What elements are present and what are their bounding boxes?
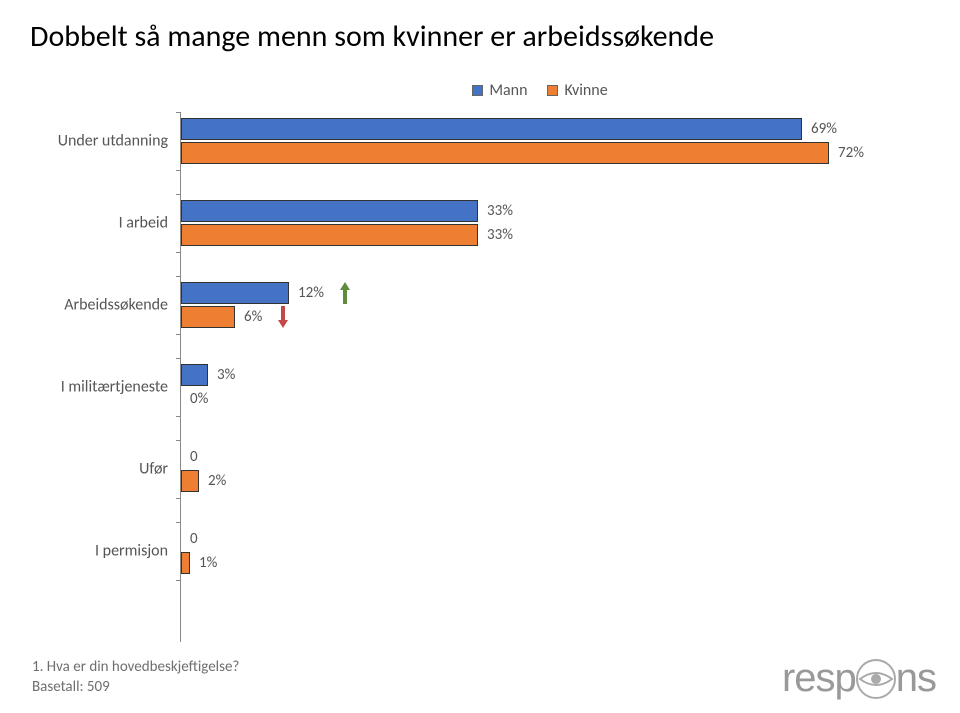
category-label: Under utdanning xyxy=(8,132,168,151)
bar-value-label: 12% xyxy=(298,284,324,302)
bar-value-label: 72% xyxy=(838,144,864,162)
category-label: I arbeid xyxy=(8,214,168,233)
bar-value-label: 3% xyxy=(217,366,235,384)
chart-legend: Mann Kvinne xyxy=(180,81,900,100)
axis-tick xyxy=(176,112,180,113)
axis-tick xyxy=(176,498,180,499)
brand-text-right: ns xyxy=(896,656,936,701)
category-label: I militærtjeneste xyxy=(8,378,168,397)
axis-tick xyxy=(176,334,180,335)
category-label: I permisjon xyxy=(8,542,168,561)
slide: Dobbelt så mange menn som kvinner er arb… xyxy=(0,0,960,713)
axis-tick xyxy=(176,276,180,277)
bar-value-label: 33% xyxy=(487,202,513,220)
bar-value-label: 0% xyxy=(190,390,208,408)
bar-value-label: 0 xyxy=(190,530,198,548)
bar xyxy=(181,552,190,574)
bar xyxy=(181,142,829,164)
survey-question: 1. Hva er din hovedbeskjeftigelse? xyxy=(32,657,239,677)
bar-value-label: 1% xyxy=(199,554,217,572)
bar-value-label: 2% xyxy=(208,472,226,490)
bar xyxy=(181,470,199,492)
legend-item-kvinne: Kvinne xyxy=(547,81,607,100)
bar-value-label: 0 xyxy=(190,448,198,466)
brand-logo: resp ns xyxy=(782,656,936,701)
bar-group: I militærtjeneste3%0% xyxy=(180,364,900,410)
legend-swatch-kvinne xyxy=(547,85,558,96)
bar xyxy=(181,306,235,328)
axis-tick xyxy=(176,416,180,417)
footer-note: 1. Hva er din hovedbeskjeftigelse? Baset… xyxy=(32,657,239,698)
axis-tick xyxy=(176,252,180,253)
base-count: Basetall: 509 xyxy=(32,677,239,697)
axis-tick xyxy=(176,194,180,195)
bar-value-label: 33% xyxy=(487,226,513,244)
axis-tick xyxy=(176,358,180,359)
arrow-down-icon xyxy=(276,304,290,330)
bar xyxy=(181,364,208,386)
bar-value-label: 69% xyxy=(811,120,837,138)
bar-group: I arbeid33%33% xyxy=(180,200,900,246)
bar xyxy=(181,224,478,246)
legend-label-mann: Mann xyxy=(489,81,527,100)
eye-icon xyxy=(856,659,896,699)
bar xyxy=(181,200,478,222)
axis-tick xyxy=(176,170,180,171)
category-label: Arbeidssøkende xyxy=(8,296,168,315)
bar-value-label: 6% xyxy=(244,308,262,326)
bar xyxy=(181,118,802,140)
bar xyxy=(181,282,289,304)
legend-swatch-mann xyxy=(472,85,483,96)
axis-tick xyxy=(176,580,180,581)
arrow-up-icon xyxy=(338,280,352,306)
brand-text-left: resp xyxy=(782,656,856,701)
bar-group: Arbeidssøkende12%6% xyxy=(180,282,900,328)
bar-group: Ufør02% xyxy=(180,446,900,492)
bar-group: Under utdanning69%72% xyxy=(180,118,900,164)
axis-tick xyxy=(176,440,180,441)
axis-tick xyxy=(176,522,180,523)
category-label: Ufør xyxy=(8,460,168,479)
bar-chart: Under utdanning69%72%I arbeid33%33%Arbei… xyxy=(180,112,900,642)
legend-item-mann: Mann xyxy=(472,81,527,100)
bar-group: I permisjon01% xyxy=(180,528,900,574)
page-title: Dobbelt så mange menn som kvinner er arb… xyxy=(30,18,930,55)
legend-label-kvinne: Kvinne xyxy=(564,81,607,100)
